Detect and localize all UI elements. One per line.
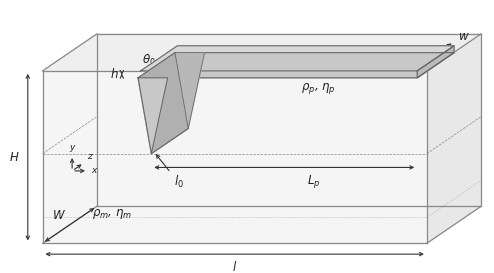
Text: x: x — [91, 167, 97, 175]
Text: $l_0$: $l_0$ — [157, 155, 183, 191]
Text: $\theta_0$: $\theta_0$ — [142, 53, 155, 68]
Text: H: H — [10, 151, 19, 164]
Text: y: y — [70, 143, 75, 152]
Text: w: w — [459, 30, 469, 43]
Polygon shape — [417, 46, 454, 78]
Text: $l$: $l$ — [232, 260, 237, 273]
Text: W: W — [53, 209, 65, 222]
Polygon shape — [138, 78, 167, 154]
Polygon shape — [141, 46, 454, 71]
Polygon shape — [138, 53, 188, 154]
Polygon shape — [175, 53, 205, 129]
Text: z: z — [87, 152, 92, 161]
Polygon shape — [42, 34, 481, 71]
Polygon shape — [427, 34, 481, 243]
Polygon shape — [42, 71, 427, 243]
Polygon shape — [141, 53, 454, 78]
Text: $\rho_p$, $\eta_p$: $\rho_p$, $\eta_p$ — [301, 81, 336, 96]
Text: $\rho_m$, $\eta_m$: $\rho_m$, $\eta_m$ — [92, 207, 132, 221]
Text: $L_p$: $L_p$ — [307, 173, 321, 190]
Text: h: h — [110, 68, 118, 81]
